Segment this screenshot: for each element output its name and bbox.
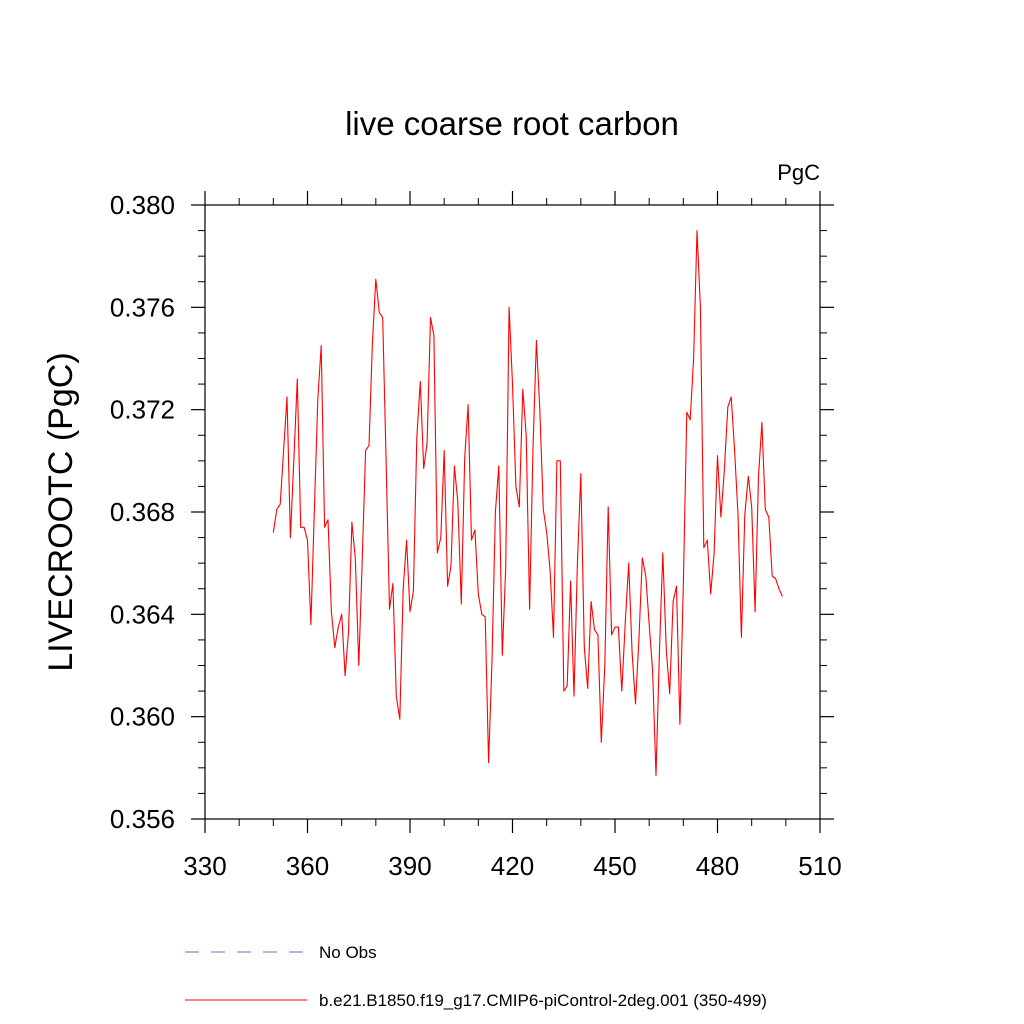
y-tick-label: 0.360 xyxy=(110,702,175,732)
legend: No Obs b.e21.B1850.f19_g17.CMIP6-piContro… xyxy=(185,943,767,1010)
plot-frame xyxy=(204,204,821,820)
y-tick-label: 0.368 xyxy=(110,497,175,527)
legend-label: b.e21.B1850.f19_g17.CMIP6-piControl-2deg… xyxy=(319,991,767,1010)
y-axis-label: LIVECROOTC (PgC) xyxy=(42,352,80,671)
axis-tick-labels: 330 360 390 420 450 480 510 0.356 0.360 0.364 0.36… xyxy=(110,190,842,881)
series-line xyxy=(272,230,783,777)
axis-ticks xyxy=(191,191,834,833)
y-tick-label: 0.356 xyxy=(110,804,175,834)
y-tick-label: 0.372 xyxy=(110,395,175,425)
x-tick-label: 390 xyxy=(388,851,431,881)
series-group xyxy=(272,230,783,777)
x-tick-label: 450 xyxy=(593,851,636,881)
legend-label: No Obs xyxy=(319,943,377,962)
y-tick-label: 0.380 xyxy=(110,190,175,220)
units-label: PgC xyxy=(777,160,820,185)
x-tick-label: 420 xyxy=(491,851,534,881)
y-tick-label: 0.364 xyxy=(110,599,175,629)
x-tick-label: 360 xyxy=(286,851,329,881)
x-tick-label: 480 xyxy=(696,851,739,881)
x-tick-label: 330 xyxy=(183,851,226,881)
y-tick-label: 0.376 xyxy=(110,292,175,322)
x-tick-label: 510 xyxy=(798,851,841,881)
chart-title: live coarse root carbon xyxy=(345,105,679,142)
